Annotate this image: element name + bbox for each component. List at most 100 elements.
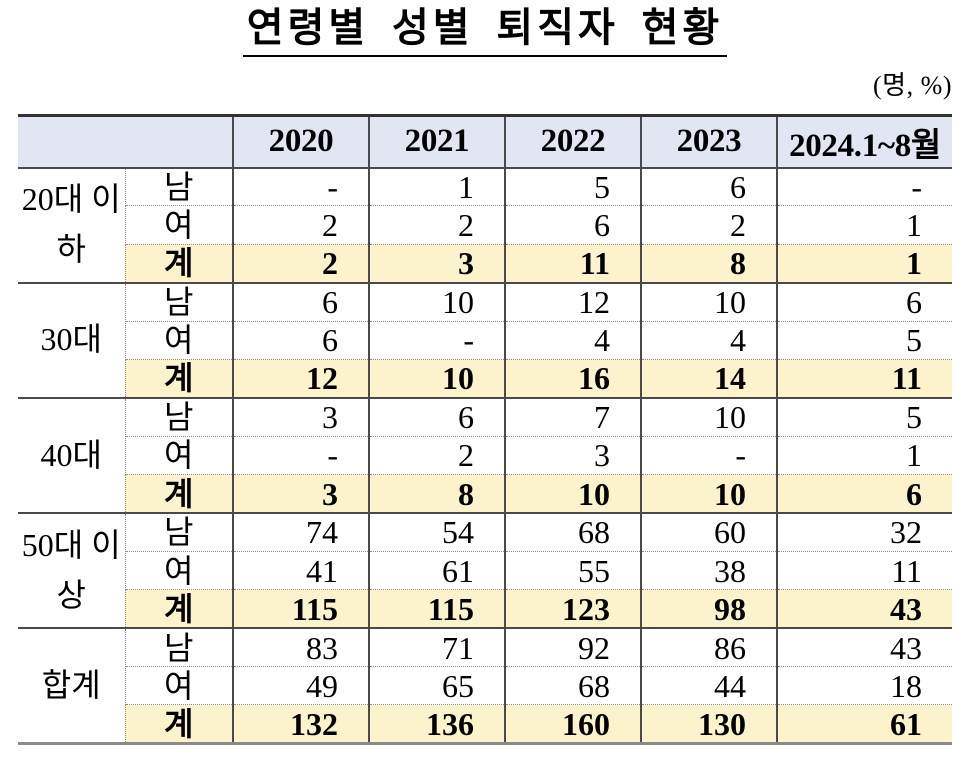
value-cell: 1 <box>776 435 952 475</box>
value-cell: 43 <box>776 589 952 629</box>
value-cell: 5 <box>776 396 952 437</box>
value-cell: 12 <box>232 358 369 398</box>
value-cell: 115 <box>368 589 505 629</box>
value-cell: 12 <box>504 281 641 322</box>
value-cell: 54 <box>368 512 505 552</box>
gender-cell: 여 <box>125 320 233 360</box>
data-table: 2020 2021 2022 2023 2024.1~8월 20대 이하 남 -… <box>18 114 952 745</box>
value-cell: 11 <box>776 358 952 398</box>
gender-cell: 남 <box>125 281 233 322</box>
value-cell: 10 <box>368 358 505 398</box>
value-cell: 123 <box>504 589 641 629</box>
age-group-cell: 합계 <box>18 627 126 744</box>
value-cell: 115 <box>232 589 369 629</box>
value-cell: 2 <box>232 205 369 245</box>
value-cell: 7 <box>504 396 641 437</box>
age-group-cell: 50대 이상 <box>18 512 126 629</box>
value-cell: 1 <box>776 243 952 283</box>
value-cell: 83 <box>232 627 369 667</box>
total-row: 계 115 115 123 98 43 <box>18 589 952 629</box>
value-cell: 65 <box>368 666 505 705</box>
gender-cell: 남 <box>125 512 233 552</box>
value-cell: 92 <box>504 627 641 667</box>
value-cell: 60 <box>640 512 777 552</box>
total-row: 계 132 136 160 130 61 <box>18 704 952 744</box>
gender-cell: 계 <box>125 474 233 514</box>
value-cell: - <box>232 166 369 206</box>
value-cell: 68 <box>504 512 641 552</box>
table-header-row: 2020 2021 2022 2023 2024.1~8월 <box>18 115 952 169</box>
value-cell: - <box>368 320 505 360</box>
total-row: 계 12 10 16 14 11 <box>18 358 952 398</box>
value-cell: 18 <box>776 666 952 705</box>
value-cell: 10 <box>504 474 641 514</box>
age-group-cell: 20대 이하 <box>18 166 126 283</box>
year-header: 2020 <box>232 115 369 169</box>
gender-cell: 여 <box>125 205 233 245</box>
value-cell: 1 <box>776 205 952 245</box>
value-cell: 98 <box>640 589 777 629</box>
value-cell: 11 <box>504 243 641 283</box>
value-cell: 49 <box>232 666 369 705</box>
value-cell: 4 <box>640 320 777 360</box>
gender-cell: 남 <box>125 396 233 437</box>
value-cell: 10 <box>640 396 777 437</box>
value-cell: 160 <box>504 704 641 744</box>
gender-cell: 계 <box>125 589 233 629</box>
value-cell: 71 <box>368 627 505 667</box>
page: { "title": "연령별 성별 퇴직자 현황", "unit_note":… <box>0 6 970 767</box>
table-row: 여 6 - 4 4 5 <box>18 320 952 360</box>
table-row: 여 - 2 3 - 1 <box>18 435 952 475</box>
value-cell: 6 <box>232 320 369 360</box>
value-cell: 41 <box>232 550 369 590</box>
page-title: 연령별 성별 퇴직자 현황 <box>242 6 728 57</box>
value-cell: 38 <box>640 550 777 590</box>
value-cell: 3 <box>368 243 505 283</box>
value-cell: 3 <box>232 474 369 514</box>
value-cell: 61 <box>776 704 952 744</box>
value-cell: - <box>640 435 777 475</box>
value-cell: 1 <box>368 166 505 206</box>
total-row: 계 3 8 10 10 6 <box>18 474 952 514</box>
table-row: 여 49 65 68 44 18 <box>18 666 952 705</box>
value-cell: 61 <box>368 550 505 590</box>
unit-note: (명, %) <box>872 71 952 100</box>
gender-cell: 여 <box>125 666 233 705</box>
value-cell: 3 <box>232 396 369 437</box>
table-row: 50대 이상 남 74 54 68 60 32 <box>18 512 952 629</box>
year-header: 2021 <box>368 115 505 169</box>
value-cell: 43 <box>776 627 952 667</box>
gender-cell: 남 <box>125 166 233 206</box>
value-cell: 2 <box>232 243 369 283</box>
table-row: 30대 남 6 10 12 10 6 <box>18 281 952 398</box>
age-group-cell: 40대 <box>18 396 126 514</box>
year-header: 2022 <box>504 115 641 169</box>
value-cell: 2 <box>368 205 505 245</box>
gender-cell: 여 <box>125 435 233 475</box>
value-cell: 10 <box>640 281 777 322</box>
table-row: 40대 남 3 6 7 10 5 <box>18 396 952 514</box>
value-cell: 74 <box>232 512 369 552</box>
value-cell: 6 <box>640 166 777 206</box>
value-cell: 6 <box>232 281 369 322</box>
table-row: 여 2 2 6 2 1 <box>18 205 952 245</box>
value-cell: 6 <box>776 474 952 514</box>
corner-header-cell <box>18 115 233 169</box>
value-cell: 3 <box>504 435 641 475</box>
total-row: 계 2 3 11 8 1 <box>18 243 952 283</box>
age-group-cell: 30대 <box>18 281 126 398</box>
value-cell: 86 <box>640 627 777 667</box>
value-cell: 130 <box>640 704 777 744</box>
value-cell: 5 <box>776 320 952 360</box>
value-cell: 8 <box>368 474 505 514</box>
value-cell: 2 <box>640 205 777 245</box>
value-cell: 44 <box>640 666 777 705</box>
value-cell: 14 <box>640 358 777 398</box>
value-cell: 136 <box>368 704 505 744</box>
value-cell: 16 <box>504 358 641 398</box>
value-cell: 5 <box>504 166 641 206</box>
year-header: 2023 <box>640 115 777 169</box>
value-cell: 6 <box>776 281 952 322</box>
gender-cell: 여 <box>125 550 233 590</box>
value-cell: - <box>232 435 369 475</box>
